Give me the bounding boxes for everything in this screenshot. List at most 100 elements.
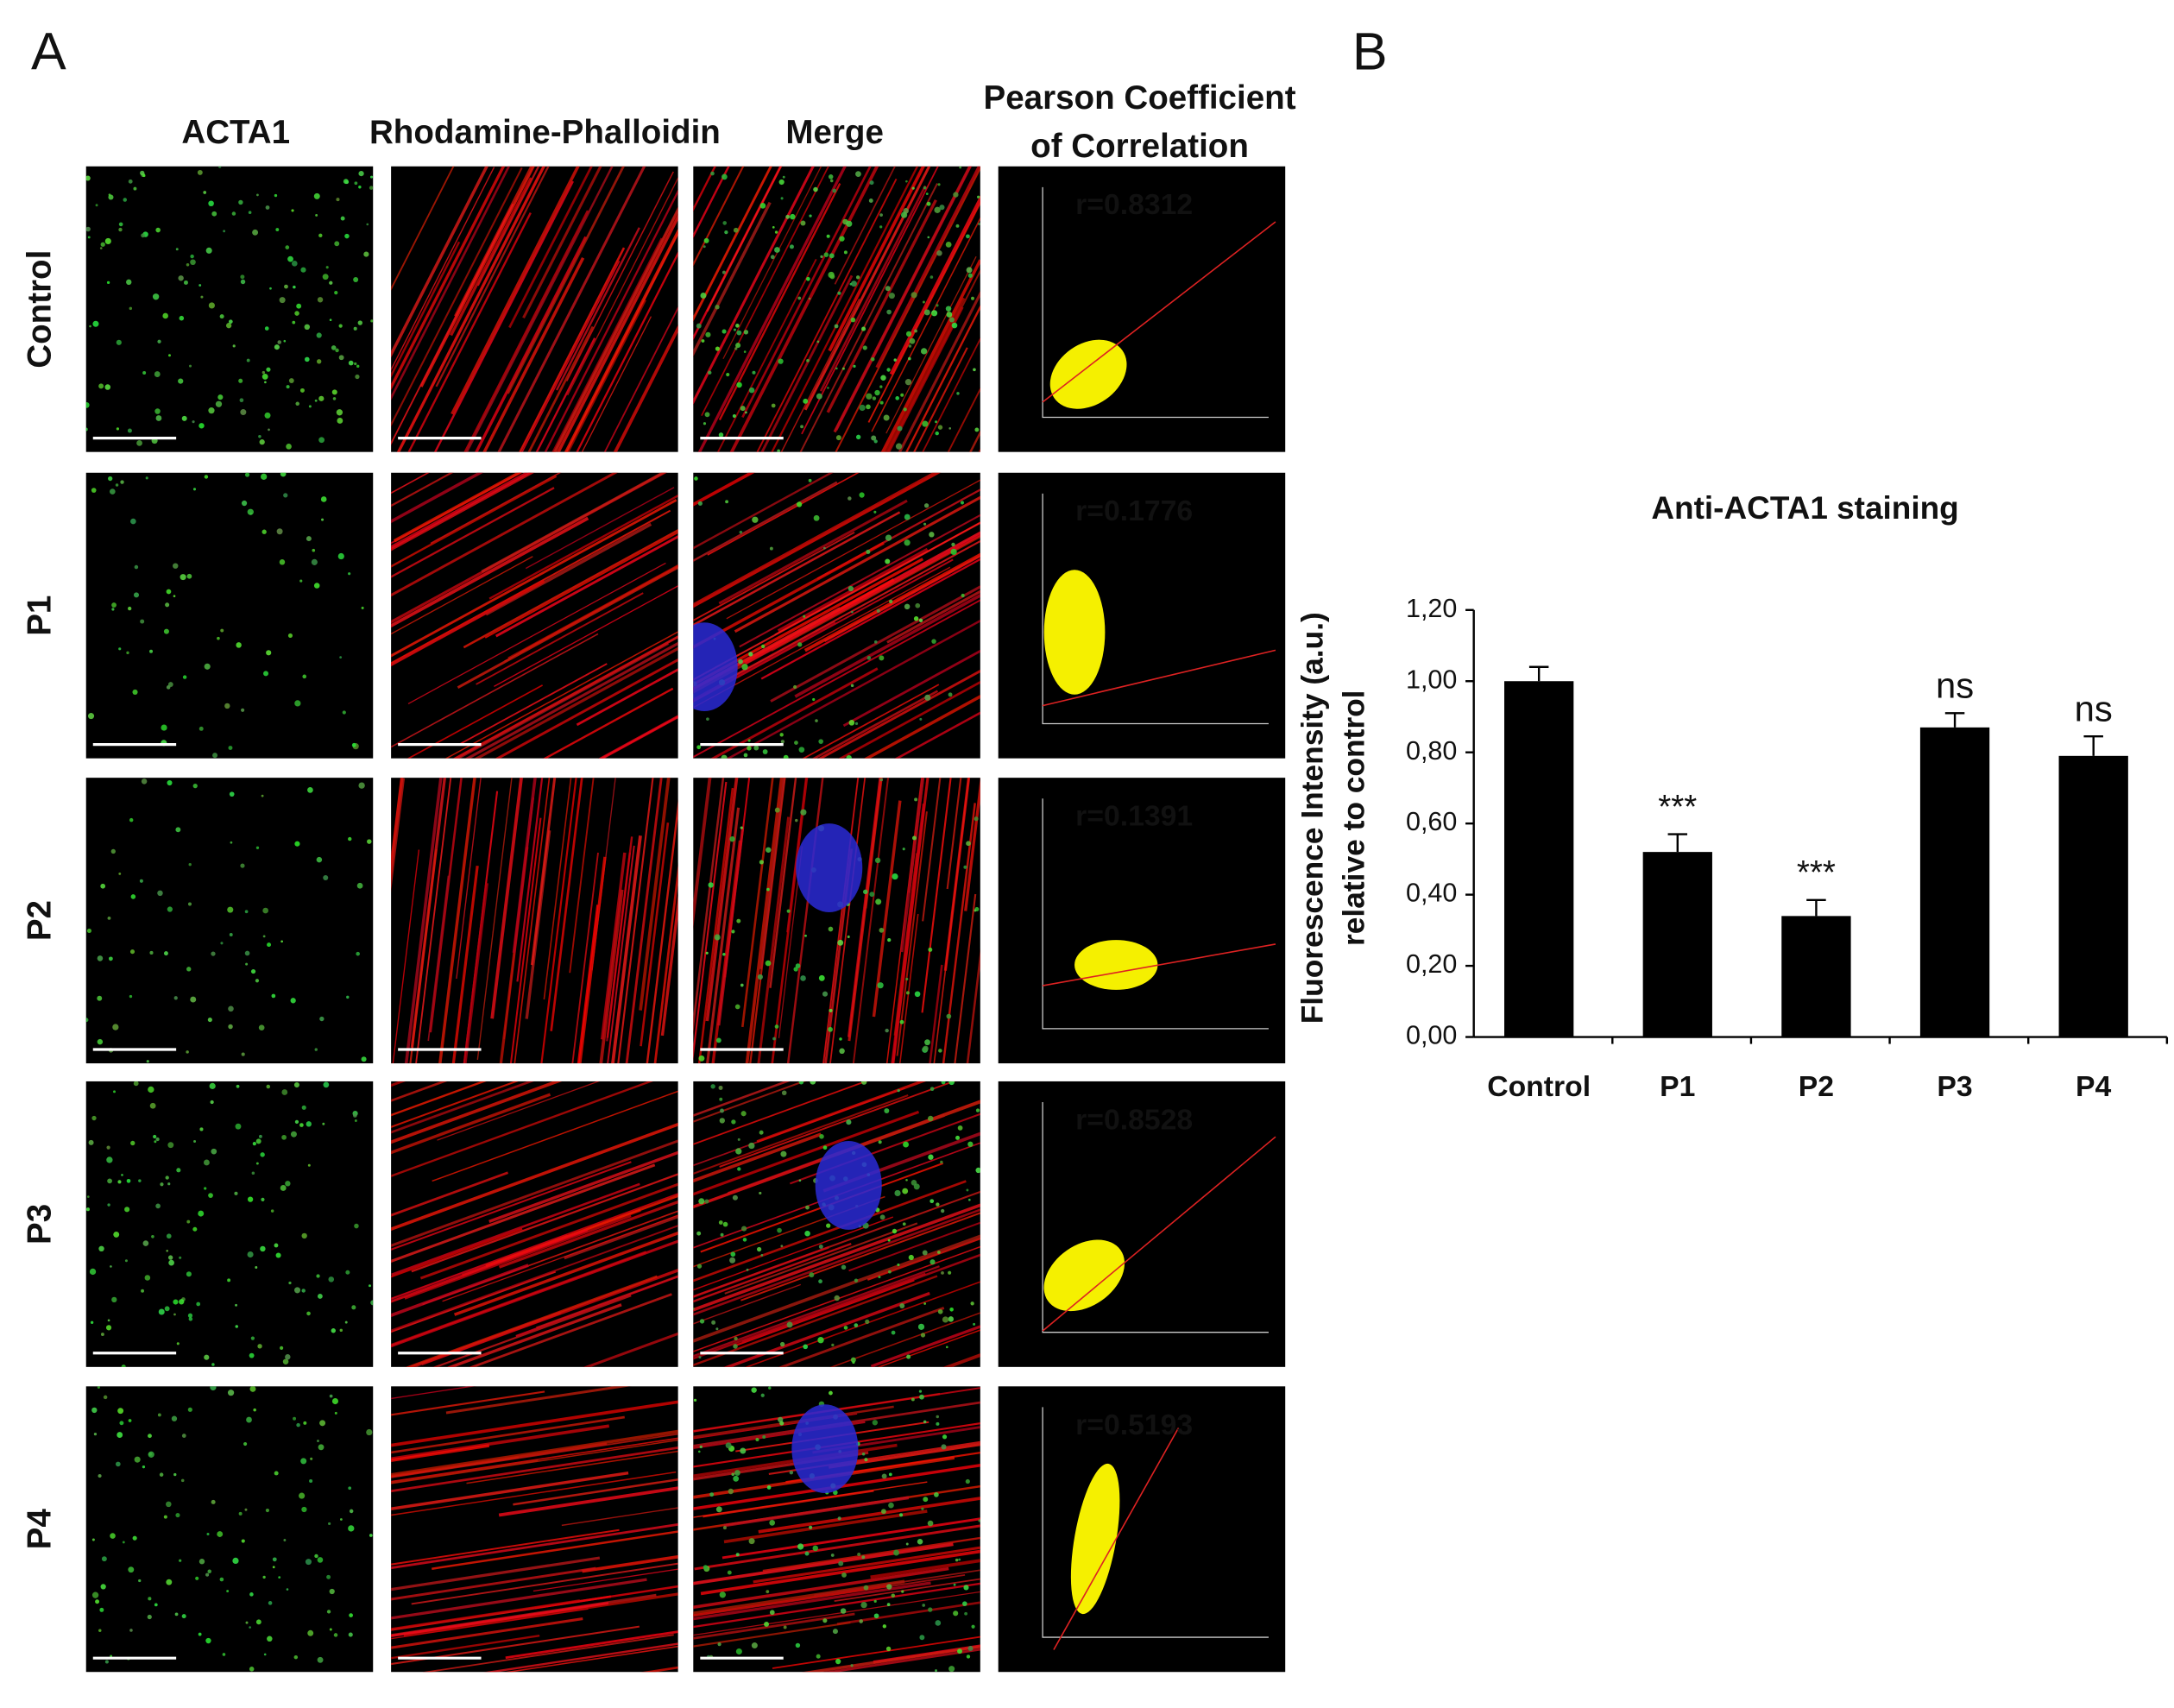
fiber <box>451 865 479 1064</box>
speckle <box>966 1188 969 1192</box>
speckle <box>146 1060 149 1063</box>
speckle <box>284 284 288 289</box>
scatter-cloud <box>1049 339 1127 409</box>
fiber <box>803 552 980 652</box>
fiber <box>391 633 599 748</box>
fiber <box>694 1524 980 1571</box>
speckle <box>370 1300 374 1306</box>
micrograph-content <box>693 778 980 1064</box>
speckle <box>261 473 268 480</box>
speckle <box>939 205 945 211</box>
fiber <box>778 1306 945 1367</box>
speckle <box>167 906 173 912</box>
speckle <box>789 244 794 249</box>
speckle <box>225 323 232 329</box>
fiber <box>693 1132 822 1183</box>
speckle <box>893 1549 899 1556</box>
fiber <box>391 1182 640 1276</box>
micrograph <box>391 472 678 759</box>
speckle <box>255 979 260 983</box>
fiber <box>540 778 577 1064</box>
speckle <box>760 1393 765 1397</box>
speckle <box>92 320 99 327</box>
fiber <box>391 1270 557 1333</box>
column-header: Merge <box>785 114 884 151</box>
speckle <box>155 1137 160 1142</box>
speckle <box>709 1492 715 1497</box>
speckle <box>226 1590 230 1592</box>
speckle <box>112 1024 119 1030</box>
speckle <box>822 1618 828 1623</box>
speckle <box>722 221 728 225</box>
speckle <box>245 962 249 966</box>
fiber <box>886 589 980 644</box>
bar <box>1781 916 1851 1037</box>
fiber <box>613 325 678 452</box>
speckle <box>186 1050 189 1054</box>
speckle <box>358 782 365 789</box>
speckle <box>772 225 775 229</box>
speckle <box>722 270 726 274</box>
speckle <box>902 1222 906 1226</box>
fiber <box>693 1456 955 1499</box>
speckle <box>798 747 805 753</box>
speckle <box>140 170 145 176</box>
y-tick-label: 0,40 <box>1406 879 1457 908</box>
fiber <box>482 257 585 452</box>
x-tick-label: P1 <box>1660 1070 1695 1103</box>
speckle <box>948 1666 955 1673</box>
column-header: of Correlation <box>1030 128 1249 165</box>
speckle <box>229 933 233 936</box>
speckle <box>942 1316 949 1323</box>
speckle <box>305 1559 312 1566</box>
speckle <box>186 573 192 579</box>
speckle <box>927 1115 934 1122</box>
speckle <box>349 1613 353 1617</box>
speckle <box>840 1608 847 1614</box>
speckle <box>846 755 852 759</box>
fiber <box>409 849 438 1064</box>
speckle <box>165 1175 169 1180</box>
fiber <box>432 1530 678 1570</box>
fiber <box>710 667 879 759</box>
speckle <box>886 309 892 315</box>
fiber <box>484 1642 678 1673</box>
speckle <box>130 518 136 525</box>
speckle <box>859 404 866 412</box>
speckle <box>326 1610 331 1614</box>
speckle <box>965 1478 970 1484</box>
speckle <box>211 1363 215 1366</box>
speckle <box>906 1354 911 1359</box>
speckle <box>741 1226 747 1232</box>
speckle <box>865 1319 870 1325</box>
speckle <box>244 472 250 477</box>
speckle <box>879 1214 885 1220</box>
speckle <box>762 1434 766 1439</box>
speckle <box>925 192 929 195</box>
speckle <box>874 389 880 396</box>
speckle <box>818 739 823 744</box>
speckle <box>190 254 194 259</box>
significance-label: *** <box>1658 789 1697 826</box>
speckle <box>197 169 203 175</box>
speckle <box>714 934 721 941</box>
speckle <box>914 991 921 998</box>
fiber <box>391 1446 678 1493</box>
speckle <box>329 1628 332 1631</box>
speckle <box>238 378 243 383</box>
fiber <box>693 1081 791 1117</box>
speckle <box>252 229 259 236</box>
speckle <box>346 995 350 999</box>
fiber <box>451 166 580 415</box>
speckle <box>697 1450 701 1453</box>
speckle <box>174 1612 179 1617</box>
speckle <box>134 1456 141 1463</box>
speckle <box>948 427 952 430</box>
speckle <box>198 1559 205 1565</box>
fiber <box>933 778 970 1064</box>
fiber <box>942 1353 980 1367</box>
speckle <box>818 1245 823 1250</box>
fiber <box>391 1081 448 1102</box>
speckle <box>717 1642 722 1647</box>
fiber <box>391 166 455 291</box>
